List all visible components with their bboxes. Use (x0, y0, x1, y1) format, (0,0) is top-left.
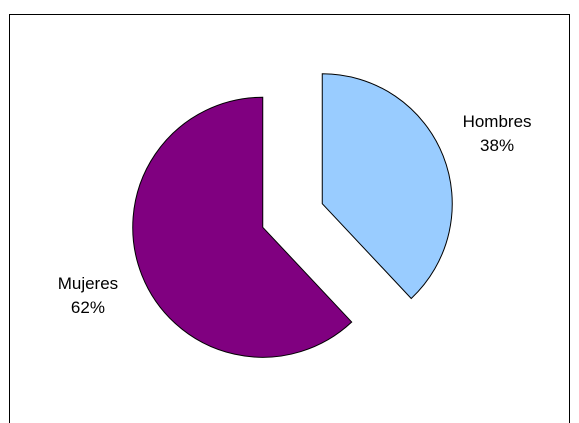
slice-value-label: 38% (480, 136, 514, 155)
pie-slice (132, 96, 353, 358)
slice-label: Mujeres (58, 274, 118, 293)
pie-slice (321, 73, 453, 300)
chart-frame (9, 14, 570, 423)
slice-label: Hombres (463, 112, 532, 131)
slice-value-label: 62% (71, 298, 105, 317)
